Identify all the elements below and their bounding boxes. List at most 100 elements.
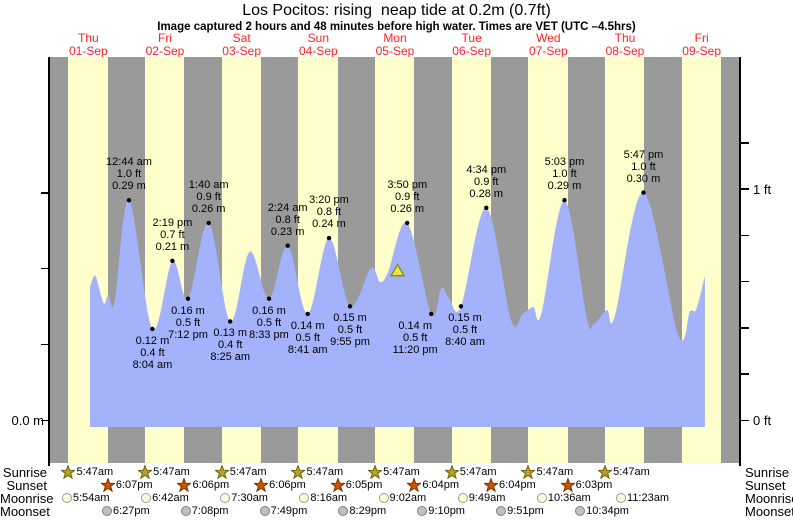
sunset-icon: [100, 477, 115, 492]
moonset-time: 9:51pm: [507, 504, 544, 517]
tide-point-dot: [641, 190, 646, 195]
sunset-time: 6:06pm: [269, 478, 306, 491]
moonset-event: 9:51pm: [496, 504, 544, 517]
sunrise-event: 5:47am: [291, 464, 344, 479]
sunset-event: 6:04pm: [407, 477, 460, 492]
moonrise-time: 11:23am: [627, 491, 670, 504]
tide-point-dot: [285, 243, 290, 248]
day-date-label: 01-Sep: [68, 44, 108, 58]
moonset-time: 9:10pm: [428, 504, 465, 517]
tide-label-line: 3:50 pm: [387, 178, 428, 191]
high-tide-label: 2:24 am 0.8 ft 0.23 m: [251, 202, 325, 238]
low-tide-label: 0.16 m 0.5 ft 7:12 pm: [151, 305, 225, 341]
high-tide-label: 5:47 pm 1.0 ft 0.30 m: [606, 149, 680, 185]
sunrise-icon: [291, 464, 306, 479]
tide-label-line: 8:33 pm: [249, 328, 289, 341]
moonrise-row-label-left: Moonrise: [0, 491, 54, 506]
moonrise-event: 9:49am: [457, 491, 505, 504]
tide-label-line: 0.24 m: [312, 218, 346, 231]
tide-label-line: 0.14 m: [290, 319, 325, 332]
tide-label-line: 0.4 ft: [217, 339, 243, 352]
sunrise-event: 5:47am: [61, 464, 113, 479]
right-axis: [739, 57, 741, 466]
right-axis-tick: [741, 234, 749, 237]
sunset-time: 6:04pm: [422, 478, 460, 491]
sunrise-time: 5:47am: [613, 465, 650, 478]
tide-point-dot: [429, 311, 434, 317]
right-axis-tick: [741, 280, 749, 283]
low-tide-label: 0.16 m 0.5 ft 8:33 pm: [232, 305, 306, 341]
day-name-label: Sat: [232, 31, 251, 45]
tide-label-line: 0.9 ft: [395, 190, 420, 203]
moonrise-icon: [378, 492, 389, 503]
high-tide-label: 4:34 pm 0.9 ft 0.28 m: [449, 164, 523, 200]
moonrise-event: 5:54am: [61, 491, 110, 504]
moonrise-time: 10:36am: [547, 491, 591, 504]
tide-label-line: 0.14 m: [398, 319, 432, 332]
tide-point-dot: [562, 198, 567, 203]
day-date-label: 09-Sep: [682, 44, 721, 58]
tide-point-dot: [305, 311, 310, 317]
tide-label-line: 3:20 pm: [309, 194, 349, 207]
sunrise-time: 5:47am: [536, 465, 574, 478]
tide-label-line: 11:20 pm: [392, 343, 438, 356]
day-name-label: Tue: [461, 31, 482, 45]
tide-label-line: 0.5 ft: [452, 324, 478, 337]
day-date-label: 06-Sep: [452, 44, 491, 58]
tide-point-dot: [347, 304, 353, 309]
moonrise-event: 10:36am: [536, 491, 591, 504]
tide-label-line: 1.0 ft: [116, 168, 142, 181]
sunset-icon: [407, 477, 422, 492]
moonset-icon: [496, 505, 507, 516]
sunrise-time: 5:47am: [306, 465, 344, 478]
moonset-icon: [338, 505, 349, 516]
tide-point-dot: [228, 319, 233, 324]
tide-label-line: 8:41 am: [287, 343, 328, 356]
tide-label-line: 0.5 ft: [337, 324, 363, 337]
sunset-time: 6:05pm: [345, 478, 383, 491]
sunrise-row-label-left: Sunrise: [2, 465, 47, 480]
chart-subtitle: Image captured 2 hours and 48 minutes be…: [157, 21, 636, 33]
tide-point-dot: [170, 258, 175, 263]
moonrise-event: 7:30am: [220, 491, 268, 504]
sunset-event: 6:07pm: [100, 477, 153, 492]
sunrise-time: 5:47am: [459, 465, 497, 478]
tide-label-line: 0.9 ft: [196, 190, 221, 203]
left-axis: [48, 57, 50, 466]
sunrise-time: 5:47am: [229, 465, 267, 478]
moonrise-icon: [536, 492, 547, 503]
right-axis-tick: [741, 188, 749, 190]
moonrise-time: 6:42am: [152, 491, 189, 504]
tide-label-line: 2:19 pm: [152, 216, 193, 229]
left-axis-tick: [41, 267, 49, 270]
tide-label-line: 0.12 m: [135, 335, 170, 348]
moonrise-time: 5:54am: [72, 491, 110, 504]
sunset-time: 6:06pm: [192, 478, 230, 491]
tide-label-line: 0.21 m: [155, 240, 190, 253]
sunset-event: 6:04pm: [484, 477, 536, 492]
sunrise-time: 5:47am: [153, 465, 190, 478]
tide-label-line: 0.4 ft: [140, 347, 165, 360]
sunrise-time: 5:47am: [383, 465, 420, 478]
tide-label-line: 0.16 m: [171, 304, 205, 317]
low-tide-label: 0.12 m 0.4 ft 8:04 am: [115, 335, 189, 371]
tide-label-line: 0.23 m: [270, 225, 305, 238]
moonset-icon: [575, 505, 586, 516]
moonset-event: 6:27pm: [101, 504, 150, 517]
sunset-event: 6:03pm: [560, 477, 613, 492]
tide-label-line: 0.8 ft: [316, 206, 342, 219]
high-tide-label: 1:40 am 0.9 ft 0.26 m: [172, 179, 246, 215]
day-date-label: 08-Sep: [605, 44, 645, 58]
tide-point-dot: [150, 326, 155, 332]
sunset-time: 6:03pm: [575, 478, 613, 491]
moonset-event: 8:29pm: [338, 504, 386, 517]
tide-label-line: 0.13 m: [213, 327, 248, 340]
tide-label-line: 0.5 ft: [295, 331, 320, 344]
moonset-time: 7:08pm: [191, 504, 229, 517]
sunrise-event: 5:47am: [368, 464, 420, 479]
tide-label-line: 0.26 m: [191, 202, 226, 215]
moonset-time: 6:27pm: [112, 504, 150, 517]
sunset-event: 6:06pm: [254, 477, 306, 492]
moonrise-event: 6:42am: [141, 491, 189, 504]
tide-label-line: 4:34 pm: [466, 163, 507, 176]
